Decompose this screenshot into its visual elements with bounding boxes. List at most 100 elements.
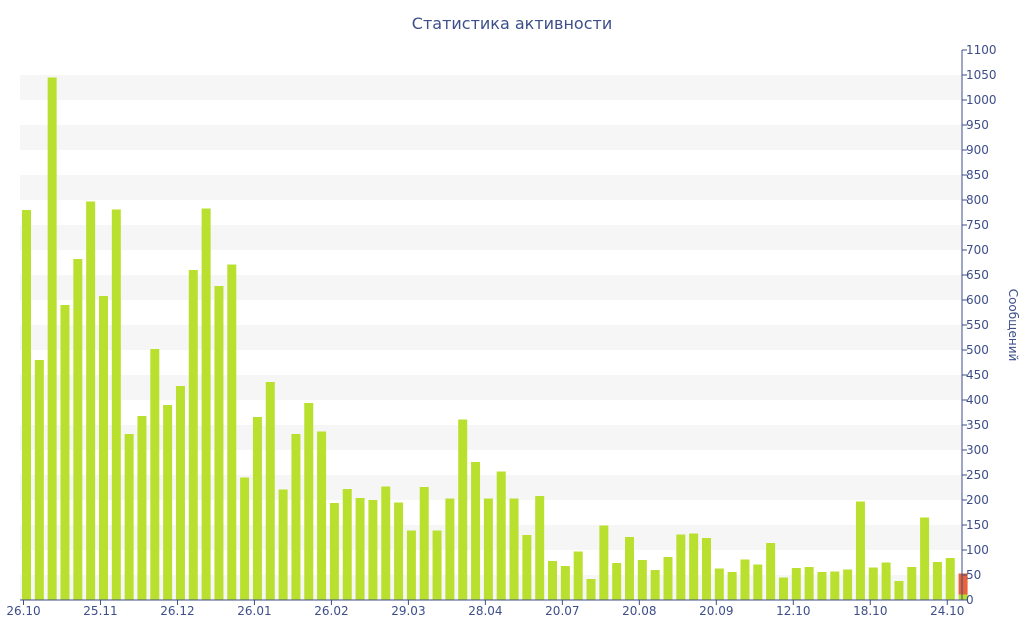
bar[interactable]: [86, 201, 96, 601]
bar[interactable]: [907, 567, 917, 600]
bar[interactable]: [586, 579, 596, 600]
bar[interactable]: [727, 572, 737, 600]
y-tick-label: 0: [966, 593, 974, 607]
bar[interactable]: [394, 502, 404, 601]
bar[interactable]: [60, 305, 70, 600]
bar[interactable]: [163, 405, 173, 600]
bar[interactable]: [817, 572, 827, 600]
grid-band: [20, 225, 962, 250]
grid-band: [20, 425, 962, 450]
bar[interactable]: [753, 564, 763, 601]
bar[interactable]: [111, 209, 121, 601]
bar[interactable]: [34, 360, 44, 600]
bar[interactable]: [932, 562, 942, 600]
bar-highlight[interactable]: [958, 573, 968, 595]
bar[interactable]: [214, 286, 224, 600]
bar[interactable]: [778, 577, 788, 601]
bar[interactable]: [483, 498, 493, 601]
x-tick-label: 29.03: [391, 604, 425, 618]
bar[interactable]: [368, 500, 378, 600]
x-tick-label: 20.09: [699, 604, 733, 618]
y-tick-label: 350: [966, 418, 989, 432]
bar[interactable]: [73, 259, 83, 600]
y-tick-label: 550: [966, 318, 989, 332]
bar[interactable]: [98, 296, 108, 600]
y-tick-label: 600: [966, 293, 989, 307]
bar[interactable]: [766, 543, 776, 600]
bar[interactable]: [291, 434, 301, 600]
bar[interactable]: [714, 568, 724, 601]
grid-band: [20, 475, 962, 500]
bar[interactable]: [804, 567, 814, 600]
y-axis-label: Сообщений: [1006, 288, 1020, 362]
bar[interactable]: [240, 477, 250, 601]
bar[interactable]: [689, 533, 699, 601]
bar[interactable]: [958, 594, 968, 601]
bar[interactable]: [432, 530, 442, 601]
bar[interactable]: [945, 558, 955, 600]
y-tick-label: 150: [966, 518, 989, 532]
bar[interactable]: [252, 417, 262, 600]
bar[interactable]: [278, 489, 288, 601]
x-axis: 26.10 25.11 26.12 26.01 26.02 29.03 28.04 20.07…: [6, 599, 964, 618]
bar[interactable]: [830, 571, 840, 601]
bar[interactable]: [599, 525, 609, 601]
bar[interactable]: [625, 537, 635, 600]
y-axis: 0 50 100 150 200 250 300 350 400 450 500 550 600 650 7…: [961, 43, 997, 607]
bar[interactable]: [740, 559, 750, 601]
bar[interactable]: [535, 496, 545, 600]
bar[interactable]: [22, 210, 31, 600]
y-tick-label: 450: [966, 368, 989, 382]
bar[interactable]: [47, 77, 57, 601]
bar[interactable]: [855, 501, 865, 601]
bar[interactable]: [329, 503, 339, 600]
bar[interactable]: [471, 462, 481, 600]
y-tick-label: 100: [966, 543, 989, 557]
bar[interactable]: [522, 535, 532, 600]
grid-band: [20, 75, 962, 100]
bar[interactable]: [548, 561, 558, 600]
bar[interactable]: [137, 416, 147, 600]
x-tick-label: 18.10: [853, 604, 887, 618]
bar[interactable]: [201, 208, 211, 601]
bar[interactable]: [406, 530, 416, 601]
bar[interactable]: [920, 517, 930, 601]
bar[interactable]: [573, 551, 583, 601]
bar[interactable]: [843, 569, 853, 601]
bar[interactable]: [304, 403, 314, 600]
grid-band: [20, 375, 962, 400]
y-tick-label: 400: [966, 393, 989, 407]
bar[interactable]: [265, 382, 275, 600]
bar[interactable]: [650, 570, 660, 600]
bar[interactable]: [419, 487, 429, 600]
y-tick-label: 1050: [966, 68, 997, 82]
bar[interactable]: [637, 560, 647, 600]
y-tick-label: 850: [966, 168, 989, 182]
y-tick-label: 200: [966, 493, 989, 507]
bar[interactable]: [868, 567, 878, 601]
bar[interactable]: [676, 534, 686, 601]
bar[interactable]: [381, 486, 391, 601]
bar[interactable]: [509, 498, 519, 601]
bar[interactable]: [612, 563, 622, 600]
bar[interactable]: [701, 538, 711, 600]
bar[interactable]: [124, 434, 134, 600]
bar[interactable]: [188, 270, 198, 600]
bar[interactable]: [175, 386, 185, 600]
bar[interactable]: [560, 566, 570, 600]
bar[interactable]: [317, 431, 327, 601]
x-tick-label: 12.10: [776, 604, 810, 618]
bar[interactable]: [227, 264, 237, 601]
bar[interactable]: [791, 568, 801, 600]
bar[interactable]: [663, 557, 673, 600]
bar[interactable]: [150, 349, 160, 600]
bar[interactable]: [458, 419, 468, 601]
bar[interactable]: [355, 498, 365, 600]
bar[interactable]: [445, 498, 455, 601]
bar[interactable]: [881, 562, 891, 601]
x-tick-label: 24.10: [930, 604, 964, 618]
bar[interactable]: [496, 471, 506, 601]
bar[interactable]: [894, 581, 904, 600]
bar[interactable]: [342, 489, 352, 600]
